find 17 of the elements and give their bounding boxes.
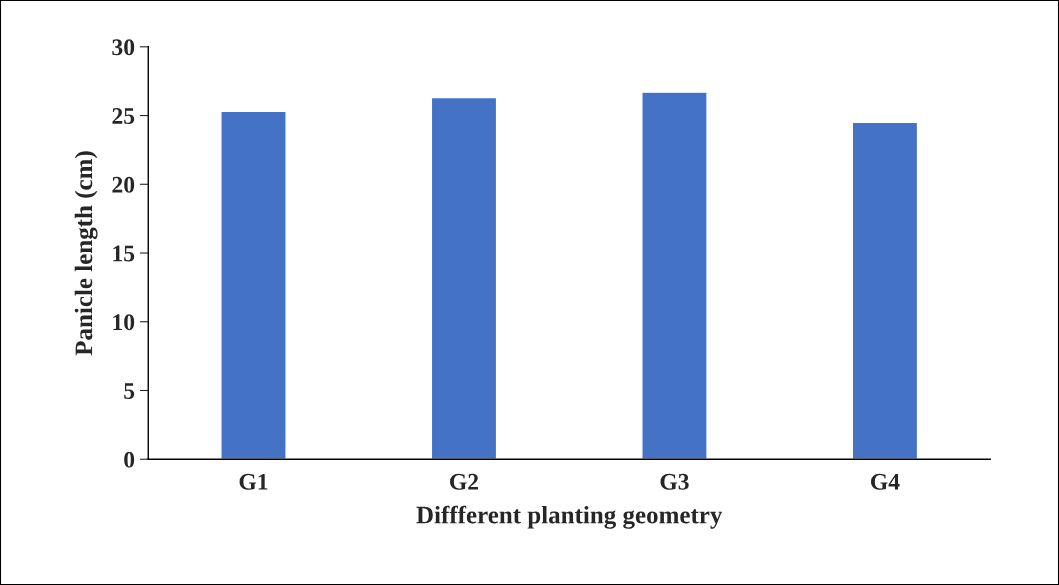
y-tick-label: 20 xyxy=(112,176,135,193)
x-tick-label: G4 xyxy=(871,473,900,490)
y-tick-label: 25 xyxy=(112,108,135,124)
x-tick-label: G2 xyxy=(450,473,479,490)
bar xyxy=(430,96,498,460)
y-axis-title: Panicle length (cm) xyxy=(74,151,98,356)
y-tick-label: 5 xyxy=(124,383,135,399)
bar xyxy=(641,91,708,460)
bar xyxy=(851,121,919,460)
y-tick-label: 15 xyxy=(113,245,135,262)
x-tick-label: G3 xyxy=(660,473,689,490)
x-axis-title: Diffferent planting geometry xyxy=(416,505,723,529)
y-tick-label: 10 xyxy=(113,314,135,331)
y-tick-label: 30 xyxy=(112,39,135,56)
y-tick-label: 0 xyxy=(124,451,135,468)
bar xyxy=(220,110,287,460)
x-tick-label: G1 xyxy=(239,473,268,490)
